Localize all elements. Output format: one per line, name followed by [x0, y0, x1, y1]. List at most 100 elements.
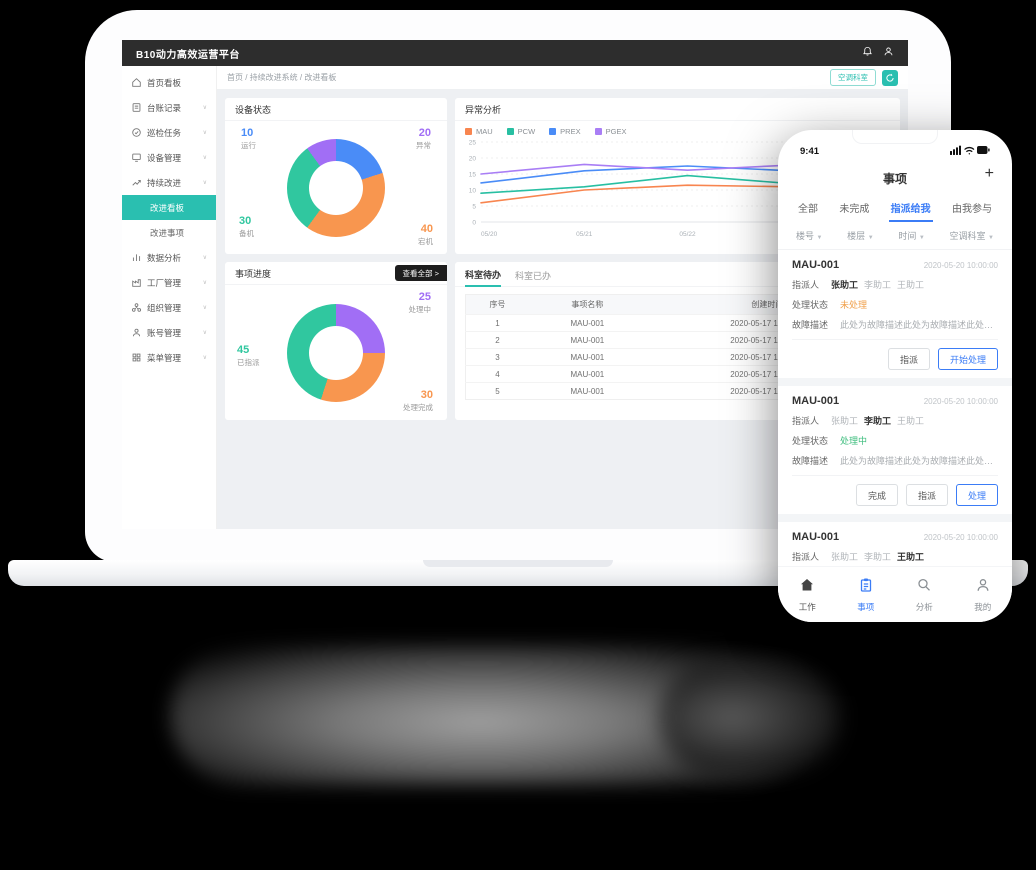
view-all-badge[interactable]: 查看全部 > — [394, 265, 447, 281]
sidebar-item-6[interactable]: 工厂管理 ∨ — [122, 270, 216, 295]
nav-item-1[interactable]: 事项 — [837, 567, 896, 622]
work-home-icon — [799, 577, 815, 598]
phone-filter-3[interactable]: 空调科室 ▼ — [949, 231, 994, 241]
sidebar-subitem-4-0[interactable]: 改进看板 — [122, 195, 216, 220]
sidebar-item-5[interactable]: 数据分析 ∨ — [122, 245, 216, 270]
chevron-down-icon: ∨ — [202, 355, 207, 361]
phone-tab-3[interactable]: 由我参与 — [951, 204, 992, 215]
task-card-1: MAU-001 2020-05-20 10:00:00 指派人 张助工 李助工 王助工 处理… — [778, 386, 1012, 514]
sidebar-item-8[interactable]: 账号管理 ∨ — [122, 320, 216, 345]
action-button[interactable]: 完成 — [855, 484, 898, 506]
chevron-down-icon: ∨ — [202, 255, 207, 261]
sidebar-item-label: 台账记录 — [147, 102, 182, 113]
app-title: B10动力高效运营平台 — [136, 49, 240, 61]
legend-item-MAU[interactable]: MAU — [465, 127, 493, 136]
card-title: 设备状态 — [225, 98, 447, 121]
improve-icon — [131, 177, 142, 188]
status-value: 未处理 — [840, 300, 868, 310]
phone-page-title: 事项 — [882, 171, 907, 186]
tab-dept-todo[interactable]: 科室待办 — [465, 262, 502, 287]
sidebar-subitem-4-1[interactable]: 改进事项 — [150, 227, 185, 238]
svg-text:05/22: 05/22 — [679, 231, 696, 238]
sidebar-item-label: 数据分析 — [147, 252, 182, 263]
phone-tab-2[interactable]: 指派给我 — [888, 196, 933, 222]
phone-tab-1[interactable]: 未完成 — [839, 204, 870, 215]
chevron-down-icon: ∨ — [202, 180, 207, 186]
assignee-name: 张助工 — [831, 552, 859, 562]
phone-filter-0[interactable]: 楼号 ▼ — [796, 231, 823, 241]
sidebar-item-label: 首页看板 — [147, 77, 182, 88]
assignee-name: 李助工 — [864, 552, 892, 562]
org-icon — [131, 302, 142, 313]
factory-icon — [131, 277, 142, 288]
app-header: B10动力高效运营平台 — [122, 40, 908, 66]
sidebar-item-2[interactable]: 巡检任务 ∨ — [122, 120, 216, 145]
battery-icon — [977, 146, 990, 154]
task-name: MAU-001 — [792, 395, 840, 407]
nav-item-0[interactable]: 工作 — [778, 567, 837, 622]
sidebar-item-label: 账号管理 — [147, 327, 182, 338]
assignee-name: 张助工 — [831, 416, 859, 426]
add-item-button[interactable]: + — [984, 165, 994, 182]
sidebar-item-label: 持续改进 — [147, 177, 182, 188]
status-icons — [950, 142, 990, 160]
sidebar-item-1[interactable]: 台账记录 ∨ — [122, 95, 216, 120]
phone-filter-1[interactable]: 楼层 ▼ — [847, 231, 874, 241]
bell-icon[interactable] — [862, 44, 873, 62]
inspection-icon — [131, 127, 142, 138]
phone-filter-2[interactable]: 时间 ▼ — [898, 231, 925, 241]
sidebar-item-3[interactable]: 设备管理 ∨ — [122, 145, 216, 170]
task-time: 2020-05-20 10:00:00 — [923, 397, 998, 406]
svg-text:5: 5 — [472, 204, 476, 211]
signal-icon — [950, 145, 961, 155]
sidebar-item-4[interactable]: 持续改进 ∨ — [122, 170, 216, 195]
nav-item-2[interactable]: 分析 — [895, 567, 954, 622]
sidebar-item-0[interactable]: 首页看板 — [122, 70, 216, 95]
progress-donut: 25 处理中 45 已指派 30 处理完成 — [225, 285, 447, 420]
user-icon[interactable] — [883, 44, 894, 62]
laptop-reflection-shadow-2 — [660, 660, 840, 775]
caret-down-icon: ▼ — [867, 235, 874, 241]
donut-label-宕机: 40 宕机 — [418, 222, 433, 246]
assign-button[interactable]: 指派 — [905, 484, 948, 506]
sidebar-item-label: 组织管理 — [147, 302, 182, 313]
department-filter-button[interactable]: 空调科室 — [830, 69, 876, 86]
svg-text:15: 15 — [469, 172, 477, 179]
card-title: 异常分析 — [455, 98, 900, 121]
donut-label-运行: 10 运行 — [241, 127, 256, 150]
sidebar-item-7[interactable]: 组织管理 ∨ — [122, 295, 216, 320]
assignee-name: 王助工 — [897, 552, 925, 562]
chevron-down-icon: ∨ — [202, 330, 207, 336]
nav-item-3[interactable]: 我的 — [954, 567, 1013, 622]
menu-icon — [131, 352, 142, 363]
donut-ring — [287, 138, 385, 237]
chevron-down-icon: ∨ — [202, 280, 207, 286]
legend-item-PCW[interactable]: PCW — [506, 127, 535, 136]
tab-dept-done[interactable]: 科室已办 — [515, 270, 552, 281]
primary-action-button[interactable]: 开始处理 — [937, 348, 998, 370]
assignee-name: 李助工 — [864, 416, 892, 426]
assignee-name: 李助工 — [864, 280, 892, 290]
refresh-button[interactable] — [882, 69, 898, 86]
svg-text:0: 0 — [472, 220, 476, 227]
assignee-name: 王助工 — [897, 416, 925, 426]
status-time: 9:41 — [800, 145, 820, 157]
legend-item-PREX[interactable]: PREX — [549, 127, 581, 136]
sidebar-item-9[interactable]: 菜单管理 ∨ — [122, 345, 216, 370]
phone-tab-0[interactable]: 全部 — [798, 204, 818, 215]
legend-item-PGEX[interactable]: PGEX — [594, 127, 626, 136]
primary-action-button[interactable]: 处理 — [955, 484, 998, 506]
task-time: 2020-05-20 10:00:00 — [923, 261, 998, 270]
sidebar-item-label: 巡检任务 — [147, 127, 182, 138]
assignee-name: 王助工 — [897, 280, 925, 290]
analysis-search-icon — [916, 577, 932, 598]
donut-label-处理中: 25 处理中 — [408, 291, 432, 314]
fault-description: 此处为故障描述此处为故障描述此处为故... — [840, 456, 998, 466]
task-name: MAU-001 — [792, 531, 840, 543]
assign-button[interactable]: 指派 — [887, 348, 930, 370]
item-progress-card: 事项进度 查看全部 > 25 处理中 45 已指派 30 处理完成 — [225, 262, 447, 420]
svg-text:25: 25 — [469, 140, 477, 147]
card-title: 事项进度 — [225, 262, 447, 285]
